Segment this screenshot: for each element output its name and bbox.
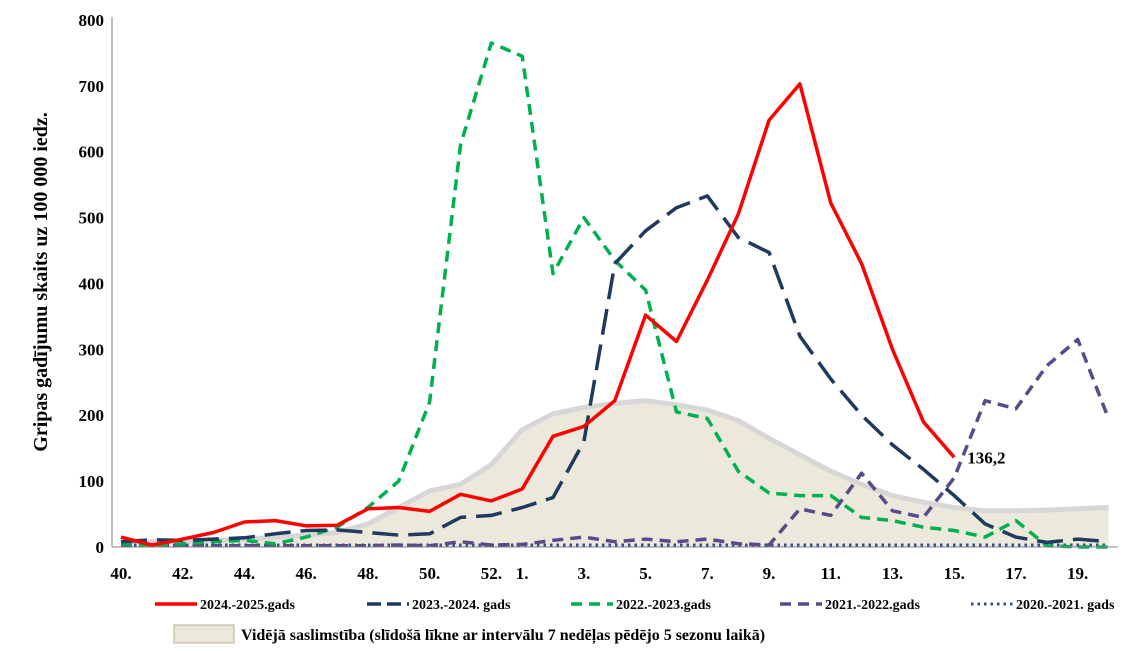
legend-label: 2024.-2025.gads [200, 598, 295, 613]
series-line-2022.-2023.gads [120, 41, 1109, 549]
x-tick-label: 1. [516, 564, 529, 583]
last-value-annotation: 136,2 [967, 448, 1005, 467]
y-tick-label: 700 [79, 77, 105, 96]
x-tick-label: 11. [821, 564, 841, 583]
y-tick-label: 300 [79, 340, 105, 359]
legend-label: 2022.-2023.gads [616, 598, 711, 613]
x-tick-label: 7. [701, 564, 714, 583]
x-tick-label: 15. [944, 564, 965, 583]
legend-label: 2020.-2021. gads [1016, 598, 1115, 613]
average-incidence-area-layer [121, 398, 1109, 547]
y-tick-label: 100 [79, 472, 105, 491]
y-tick-label: 400 [79, 274, 105, 293]
legend: 2024.-2025.gads 2023.-2024. gads 2022.-202… [155, 598, 1115, 645]
x-tick-label: 13. [882, 564, 903, 583]
y-tick-label: 500 [79, 209, 105, 228]
legend-area-label: Vidējā saslimstība (slīdošā līkne ar int… [241, 627, 765, 645]
legend-label: 2023.-2024. gads [412, 598, 511, 613]
y-tick-label: 200 [79, 406, 105, 425]
x-tick-label: 44. [234, 564, 255, 583]
y-tick-labels: 0 100 200 300 400 500 600 700 800 [79, 11, 105, 557]
x-tick-label: 5. [639, 564, 652, 583]
series-line-2023.-2024. gads [120, 194, 1109, 545]
x-tick-label: 48. [357, 564, 378, 583]
y-tick-label: 0 [96, 538, 105, 557]
x-tick-label: 9. [763, 564, 776, 583]
x-tick-label: 3. [578, 564, 591, 583]
x-tick-label: 40. [110, 564, 131, 583]
average-incidence-area [121, 400, 1109, 547]
x-tick-label: 42. [172, 564, 193, 583]
series-line-2021.-2022.gads [121, 337, 1111, 548]
axes-layer [111, 17, 1118, 548]
y-tick-label: 800 [79, 11, 105, 30]
x-tick-label: 50. [419, 564, 440, 583]
x-tick-label: 19. [1067, 564, 1088, 583]
series-line-2024.-2025.gads [120, 82, 956, 547]
series-layer [120, 41, 1111, 549]
x-tick-label: 46. [296, 564, 317, 583]
average-incidence-area-edge [121, 398, 1109, 545]
x-tick-label: 17. [1005, 564, 1026, 583]
x-tick-label: 52. [481, 564, 502, 583]
legend-area-swatch [173, 624, 235, 644]
y-axis-label: Gripas gadījumu skaits uz 100 000 iedz. [30, 112, 52, 451]
x-tick-labels: 40. 42. 44. 46. 48. 50. 52. 1. 3. 5. 7. 9. 11. 13. 15.… [110, 564, 1088, 583]
legend-label: 2021.-2022.gads [825, 598, 920, 613]
y-tick-label: 600 [79, 143, 105, 162]
